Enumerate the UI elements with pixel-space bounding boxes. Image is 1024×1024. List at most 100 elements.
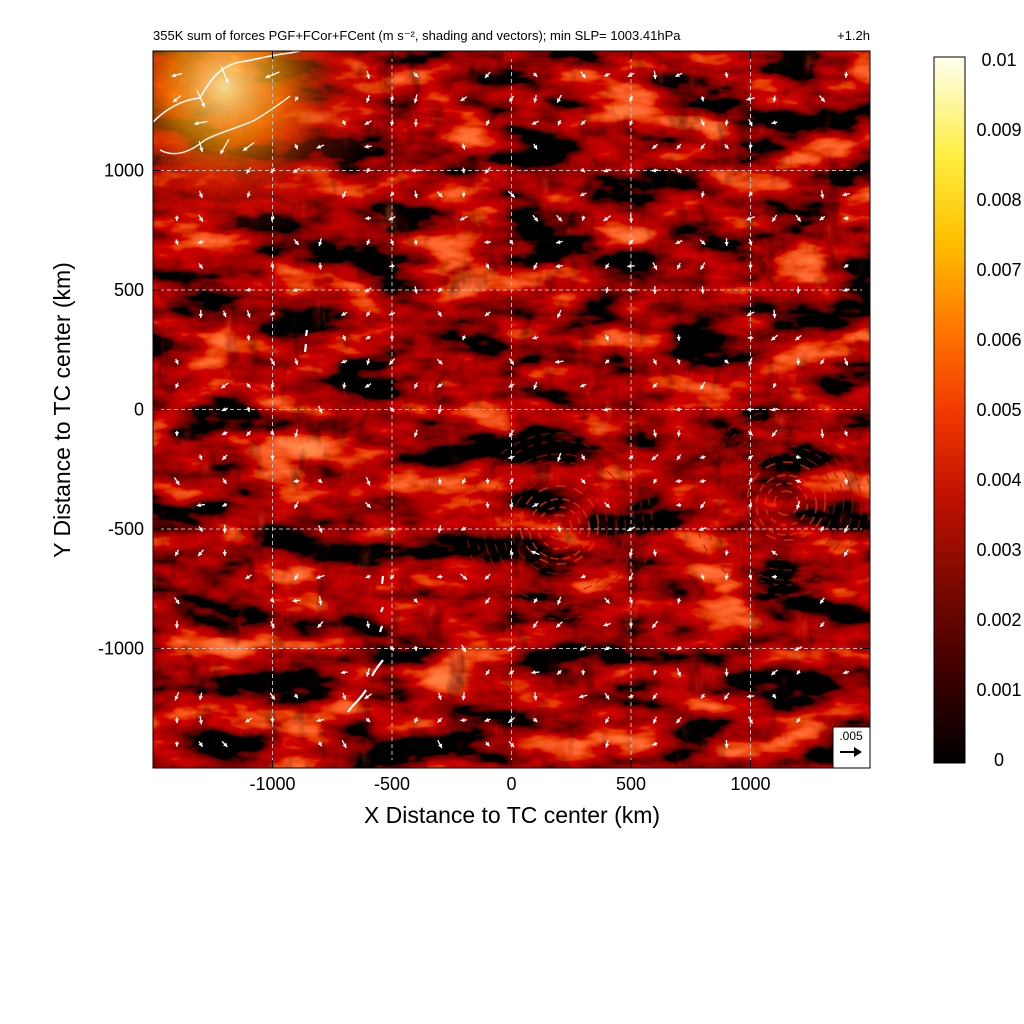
circulation-ring [519,485,600,565]
force-vector-arrow [842,670,850,675]
colorbar-scale [933,56,966,764]
force-vector-arrow [652,549,657,557]
force-vector-arrow [390,96,395,102]
force-vector-arrow [198,141,204,153]
force-vector-arrow [604,263,610,270]
force-vector-arrow [748,118,753,127]
force-vector-arrow [365,574,371,579]
force-vector-arrow [843,549,849,557]
colorbar-tick-label: 0.007 [976,260,1021,280]
force-vector-arrow [748,357,753,367]
force-vector-arrow [340,311,348,317]
force-vector-arrow [555,621,563,628]
force-vector-arrow [508,358,515,366]
force-vector-arrow [484,167,491,174]
force-vector-arrow [746,694,755,699]
force-vector-arrow [389,335,395,341]
circulation-ring [510,477,608,575]
force-vector-arrow [437,692,442,701]
force-vector-arrow [389,238,394,246]
force-vector-arrow [509,477,514,485]
force-vector-arrow [461,167,466,174]
force-vector-arrow [842,192,850,197]
y-axis-label: Y Distance to TC center (km) [49,262,75,558]
force-vector-arrow [626,287,636,293]
force-vectors [171,66,850,749]
force-vector-arrow [628,693,634,698]
force-vector-arrow [724,573,729,581]
force-vector-arrow [746,96,755,101]
time-label: +1.2h [837,28,870,43]
force-vector-arrow [603,407,611,412]
force-vector-arrow [843,216,849,221]
force-vector-arrow [796,358,801,365]
force-vector-arrow [485,741,490,747]
force-vector-arrow [532,717,538,723]
force-vector-arrow [460,96,468,102]
force-vector-arrow [366,167,371,174]
force-vector-arrow [676,262,681,270]
force-vector-arrow [365,335,371,340]
force-vector-arrow [388,358,396,366]
force-vector-arrow [748,238,753,246]
force-vector-arrow [628,597,633,605]
force-vector-arrow [556,309,562,319]
force-vector-arrow [413,94,418,104]
force-vector-arrow [748,144,753,150]
circulation-ring [465,432,653,620]
force-vector-arrow [820,526,825,532]
force-vector-arrow [388,311,396,316]
force-vector-arrow [652,70,658,80]
force-vector-arrow [748,263,753,269]
force-vector-arrow [676,668,681,677]
colorbar-tick-label: 0.001 [976,680,1021,700]
force-vector-arrow [819,358,825,365]
force-vector-arrow [460,717,467,723]
force-vector-arrow [747,430,754,436]
force-vector-arrow [293,478,300,484]
force-vector-arrow [820,190,825,199]
circulation-ring [492,461,626,595]
force-vector-arrow [795,717,801,723]
force-vector-arrow [461,692,466,701]
force-vector-arrow [508,455,515,460]
reference-arrow [840,747,862,757]
plot-area [153,51,870,768]
force-vector-arrow [222,549,227,557]
force-vector-arrow [294,429,299,438]
circulation-ring [537,506,582,550]
force-vector-arrow [675,478,682,484]
force-vector-arrow [580,669,586,676]
force-vector-arrow [652,693,658,700]
force-vector-arrow [771,429,778,438]
force-vector-arrow [794,646,803,651]
force-vector-arrow [174,239,179,246]
force-vector-arrow [651,168,659,173]
force-vector-arrow [437,310,443,317]
force-vector-arrow [700,262,706,270]
force-vector-arrow [462,335,467,341]
force-vector-arrow [389,263,395,268]
force-vector-arrow [315,574,325,579]
force-vector-arrow [365,717,371,723]
force-vector-arrow [628,239,634,246]
force-vector-arrow [676,646,682,651]
force-vector-arrow [364,287,372,293]
force-vector-arrow [795,214,802,222]
force-vector-arrow [198,263,204,270]
force-vector-arrow [364,144,372,149]
colorbar-tick-label: 0.004 [976,470,1021,490]
force-vector-arrow [341,334,346,341]
force-vector-arrow [579,383,587,388]
force-vector-arrow [294,358,299,366]
force-vector-arrow [628,621,634,628]
force-vector-arrow [723,692,730,701]
force-vector-arrow [174,717,180,724]
x-tick-label: -500 [374,774,410,794]
force-vector-arrow [844,71,849,78]
force-vector-arrow [819,597,825,605]
force-vector-arrow [245,167,252,174]
y-tick-label: 1000 [104,161,144,181]
force-vector-arrow [318,525,323,533]
force-vector-arrow [246,191,251,198]
